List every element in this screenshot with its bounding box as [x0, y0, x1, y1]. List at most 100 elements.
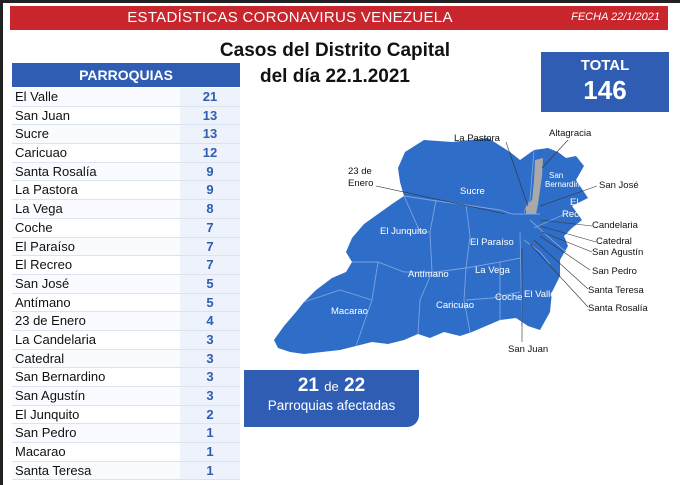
- callout-la-pastora: La Pastora: [454, 133, 501, 144]
- table-row: La Candelaria 3: [12, 330, 240, 350]
- label-sucre: Sucre: [460, 186, 485, 197]
- parish-name: La Pastora: [15, 182, 78, 198]
- label-la-vega: La Vega: [475, 265, 511, 276]
- parish-name: San Juan: [15, 107, 70, 123]
- inside-labels: Sucre El Junquito El Paraíso Antímano La…: [331, 171, 593, 317]
- parish-cases: 13: [180, 106, 240, 125]
- title-line-2: del día 22.1.2021: [260, 66, 410, 87]
- parish-name: El Recreo: [15, 257, 73, 273]
- parish-cases: 3: [180, 349, 240, 368]
- parish-name: San Pedro: [12, 424, 180, 443]
- parish-name: San Bernardino: [15, 369, 106, 385]
- parish-cases: 1: [180, 424, 240, 443]
- label-el-recreo-2: Recreo: [562, 209, 593, 220]
- parish-cases: 7: [180, 218, 240, 237]
- total-label: TOTAL: [580, 57, 630, 74]
- header-date: FECHA 22/1/2021: [571, 11, 660, 23]
- table-header-label: PARROQUIAS: [79, 67, 173, 83]
- callout-lines: [375, 139, 598, 342]
- parish-name: La Candelaria: [15, 331, 96, 347]
- callout-candelaria: Candelaria: [592, 220, 639, 231]
- affected-parishes-box: 21 de 22 Parroquias afectadas: [244, 370, 419, 427]
- table-row: Caricuao 12: [12, 144, 240, 163]
- parish-cases: 9: [180, 181, 240, 200]
- parish-name: Caricuao: [15, 145, 68, 161]
- page-title: Casos del Distrito Capital del día 22.1.…: [200, 38, 470, 90]
- callout-santa-teresa: Santa Teresa: [588, 285, 645, 296]
- parish-cases: 21: [180, 88, 240, 106]
- table-row: Santa Rosalía 9: [12, 162, 240, 182]
- parish-name: Santa Teresa: [12, 461, 180, 480]
- parish-cases: 7: [180, 237, 240, 256]
- label-el-recreo-1: El: [570, 197, 578, 208]
- label-san-bernardino-2: Bernardino: [545, 180, 585, 189]
- parish-name: Santa Rosalía: [12, 162, 180, 181]
- parish-name: Antímano: [15, 294, 71, 310]
- table-row: San Juan 13: [12, 106, 240, 126]
- parish-name: Sucre: [12, 125, 180, 144]
- parish-name: 23 de Enero: [12, 312, 180, 330]
- callout-santa-rosalia: Santa Rosalía: [588, 303, 648, 314]
- parish-name: El Valle: [12, 88, 180, 106]
- table-row: Macarao 1: [12, 443, 240, 462]
- total-box: TOTAL 146: [541, 52, 669, 112]
- table-row: Antímano 5: [12, 293, 240, 313]
- parish-cases: 2: [180, 405, 240, 424]
- table-row: La Vega 8: [12, 200, 240, 219]
- callout-san-jose: San José: [599, 180, 639, 191]
- table-row: Santa Teresa 1: [12, 461, 240, 481]
- parish-table: El Valle 21 San Juan 13 Sucre 13 Caricuao 12 San…: [12, 88, 240, 481]
- table-row: Catedral 3: [12, 349, 240, 369]
- table-row: San Agustín 3: [12, 387, 240, 406]
- parish-name: El Junquito: [15, 406, 80, 422]
- label-antimano: Antímano: [408, 269, 449, 280]
- parish-cases: 1: [180, 461, 240, 480]
- parish-cases: 4: [180, 312, 240, 330]
- parish-borders: [303, 149, 571, 347]
- parish-cases: 13: [180, 125, 240, 144]
- title-line-1: Casos del Distrito Capital: [219, 40, 451, 61]
- label-san-bernardino-1: San: [549, 171, 563, 180]
- parish-cases: 1: [180, 443, 240, 461]
- label-coche: Coche: [495, 292, 522, 303]
- parish-cases: 5: [180, 274, 240, 293]
- parish-name: Macarao: [15, 444, 66, 460]
- callout-catedral: Catedral: [596, 236, 632, 247]
- table-row: Sucre 13: [12, 125, 240, 145]
- table-header: PARROQUIAS: [12, 63, 240, 87]
- parish-name: La Vega: [12, 200, 180, 218]
- header-title: ESTADÍSTICAS CORONAVIRUS VENEZUELA: [127, 9, 453, 26]
- header-bar: ESTADÍSTICAS CORONAVIRUS VENEZUELA FECHA…: [10, 6, 668, 30]
- parish-cases: 12: [180, 144, 240, 162]
- parish-cases: 9: [180, 162, 240, 181]
- table-row: 23 de Enero 4: [12, 312, 240, 331]
- table-row: San Bernardino 3: [12, 368, 240, 387]
- affected-count-line: 21 de 22: [244, 375, 419, 397]
- parish-name: Catedral: [12, 349, 180, 368]
- callout-23-de-enero-2: Enero: [348, 178, 373, 189]
- table-row: El Valle 21: [12, 88, 240, 107]
- parish-name: El Paraíso: [12, 237, 180, 256]
- callout-san-pedro: San Pedro: [592, 266, 637, 277]
- table-row: San Pedro 1: [12, 424, 240, 444]
- callout-altagracia: Altagracia: [549, 128, 592, 139]
- frame-left-border: [0, 0, 3, 485]
- altagracia-area: [526, 158, 543, 214]
- parish-name: San Agustín: [12, 387, 180, 405]
- label-el-valle: El Valle: [524, 289, 556, 300]
- table-row: San José 5: [12, 274, 240, 294]
- label-el-junquito: El Junquito: [380, 226, 427, 237]
- total-value: 146: [583, 75, 627, 105]
- parish-cases: 3: [180, 368, 240, 386]
- label-macarao: Macarao: [331, 306, 368, 317]
- parish-name: Coche: [15, 219, 53, 235]
- affected-total: 22: [344, 375, 366, 396]
- parish-cases: 3: [180, 387, 240, 405]
- parish-cases: 5: [180, 293, 240, 312]
- table-row: El Recreo 7: [12, 256, 240, 275]
- callout-23-de-enero-1: 23 de: [348, 166, 372, 177]
- table-row: El Paraíso 7: [12, 237, 240, 257]
- callout-san-juan: San Juan: [508, 344, 548, 355]
- affected-connector: de: [324, 379, 339, 394]
